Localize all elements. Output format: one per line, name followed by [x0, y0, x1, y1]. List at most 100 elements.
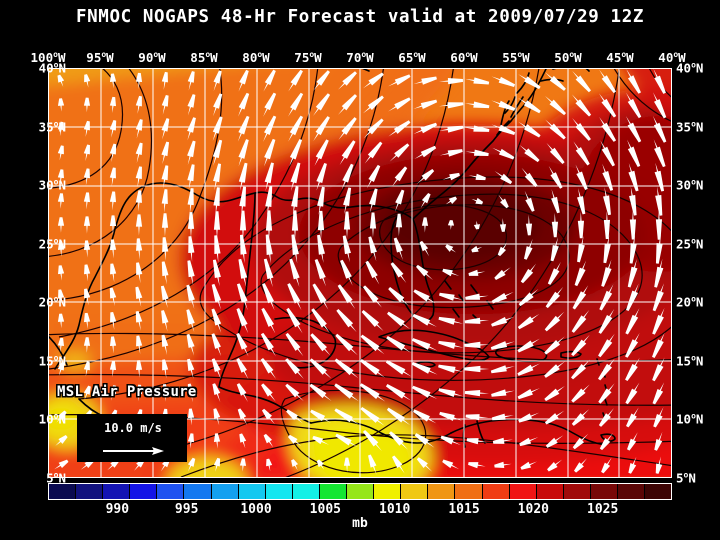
wind-arrow	[334, 408, 359, 425]
longitude-tick-50: 50oW	[554, 50, 582, 66]
wind-arrow	[521, 167, 538, 188]
wind-arrow	[652, 332, 665, 358]
wind-arrow	[598, 408, 615, 427]
longitude-tick-40: 40oW	[658, 50, 686, 66]
colorbar-tick-1005: 1005	[309, 502, 341, 517]
wind-arrow	[186, 309, 195, 333]
wind-arrow	[311, 308, 330, 333]
wind-arrow	[135, 95, 142, 114]
wind-arrow	[626, 407, 639, 428]
wind-arrow	[236, 358, 249, 380]
wind-arrow	[388, 287, 409, 306]
wind-arrow	[439, 411, 463, 421]
wind-arrow	[343, 187, 352, 215]
wind-arrow	[288, 115, 304, 142]
wind-arrow	[285, 383, 304, 402]
wind-arrow	[109, 120, 117, 138]
wind-arrow	[438, 340, 464, 349]
wind-arrow	[517, 338, 540, 353]
wind-arrow	[442, 172, 460, 181]
wind-arrow	[136, 335, 143, 355]
colorbar-cell-13	[401, 484, 429, 499]
longitude-tick-60: 60oW	[450, 50, 478, 66]
wind-arrow	[335, 433, 358, 448]
wind-arrow	[492, 437, 513, 444]
wind-arrow	[545, 119, 566, 140]
longitude-tick-45: 45oW	[606, 50, 634, 66]
wind-arrow	[491, 413, 514, 421]
wind-arrow	[238, 258, 248, 287]
wind-arrow	[627, 432, 638, 451]
wind-arrow	[438, 102, 464, 109]
wind-arrow	[263, 69, 276, 92]
wind-arrow	[263, 92, 277, 117]
wind-arrow	[109, 287, 117, 307]
wind-arrow	[238, 92, 250, 117]
wind-arrow	[336, 308, 357, 333]
wind-arrow	[625, 92, 642, 119]
wind-arrow	[655, 186, 663, 216]
colorbar-unit-label: mb	[352, 516, 368, 531]
wind-arrow	[212, 139, 223, 166]
wind-arrow	[135, 119, 143, 139]
wind-arrow	[491, 100, 516, 111]
wind-arrow	[135, 142, 143, 164]
colorbar-cell-21	[617, 484, 646, 499]
wind-arrow	[473, 220, 481, 230]
wind-arrow	[213, 433, 221, 449]
wind-arrow	[654, 258, 664, 288]
wind-arrow	[161, 94, 169, 115]
wind-arrow	[83, 385, 91, 400]
map-plot-area[interactable]	[48, 68, 672, 478]
wind-arrow	[213, 211, 221, 239]
wind-arrow	[490, 365, 515, 374]
wind-arrow	[213, 408, 221, 426]
latitude-tick-left-20: 20oN	[38, 294, 66, 310]
wind-arrow	[84, 264, 91, 282]
wind-arrow	[236, 383, 248, 403]
wind-arrow	[161, 334, 169, 356]
colorbar[interactable]	[48, 483, 672, 500]
wind-vector-layer	[54, 69, 667, 475]
wind-arrow	[466, 438, 488, 445]
wind-key-value: 10.0 m/s	[104, 421, 162, 435]
wind-arrow	[465, 149, 489, 156]
wind-arrow	[599, 69, 617, 94]
wind-arrow	[517, 363, 541, 376]
wind-arrow	[601, 457, 612, 474]
wind-arrow	[391, 166, 408, 187]
wind-arrow	[135, 166, 142, 188]
wind-arrow	[162, 237, 169, 261]
longitude-tick-75: 75oW	[294, 50, 322, 66]
wind-arrow	[360, 359, 386, 378]
wind-arrow	[491, 389, 515, 397]
wind-arrow	[575, 164, 588, 191]
wind-arrow	[186, 284, 195, 309]
wind-vector-key: 10.0 m/s	[77, 414, 187, 462]
wind-arrow	[494, 170, 513, 185]
wind-arrow	[393, 237, 403, 260]
wind-arrow	[599, 116, 617, 142]
wind-arrow	[263, 138, 276, 167]
wind-arrow	[544, 95, 566, 116]
wind-arrow	[57, 121, 64, 137]
colorbar-cell-14	[428, 484, 456, 499]
wind-arrow	[187, 188, 194, 214]
wind-arrow	[445, 196, 458, 205]
wind-arrow	[525, 214, 533, 236]
wind-arrow	[627, 139, 641, 167]
wind-arrow	[260, 332, 276, 357]
wind-arrow	[337, 284, 356, 309]
colorbar-cell-9	[292, 484, 320, 499]
wind-arrow	[369, 188, 378, 214]
wind-arrow	[362, 429, 382, 452]
wind-arrow	[571, 309, 590, 333]
wind-arrow	[598, 308, 615, 334]
wind-arrow	[465, 77, 490, 85]
wind-arrow	[395, 213, 403, 237]
wind-arrow	[286, 307, 303, 334]
wind-arrow	[577, 187, 586, 215]
wind-arrow	[599, 432, 614, 451]
wind-arrow	[365, 260, 380, 285]
wind-arrow	[411, 362, 438, 375]
